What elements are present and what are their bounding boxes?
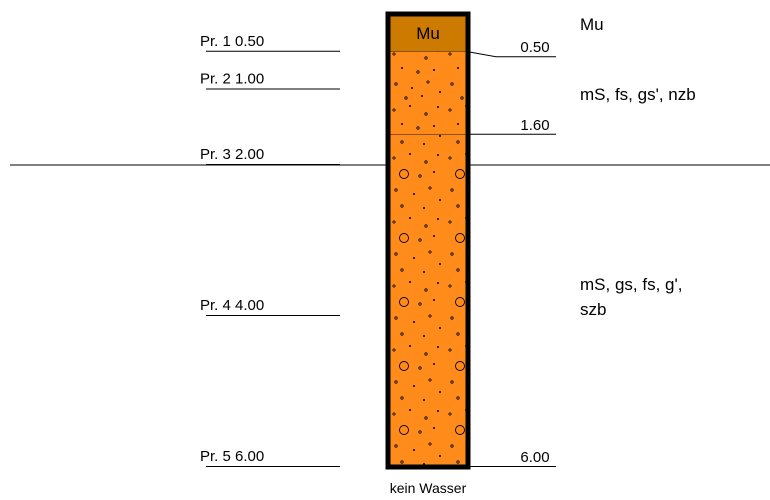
sample-markers: Pr. 1 0.50 Pr. 2 1.00 Pr. 3 2.00 Pr. 4 4.00…	[200, 33, 340, 467]
layer-depth-label-3: 6.00	[520, 449, 549, 466]
sample-label-4: Pr. 4 4.00	[200, 297, 264, 314]
layer-depth-leader-1	[467, 51, 556, 58]
layer-stack: Mu	[388, 14, 468, 468]
layer-1	[388, 14, 468, 52]
layer-3-pattern	[388, 134, 468, 468]
sample-label-5: Pr. 5 6.00	[200, 448, 264, 465]
water-note: kein Wasser	[390, 480, 467, 496]
layer-description-3: mS, gs, fs, g',	[580, 275, 682, 294]
layer-descriptions: Mu mS, fs, gs', nzb mS, gs, fs, g', szb	[580, 15, 696, 319]
layer-depth-label-2: 1.60	[520, 117, 549, 134]
layer-depth-label-1: 0.50	[520, 39, 549, 56]
sample-label-1: Pr. 1 0.50	[200, 33, 264, 50]
borehole-column-frame	[385, 11, 471, 470]
layer-description-2: mS, fs, gs', nzb	[580, 85, 696, 104]
layer-2-pattern	[388, 51, 468, 135]
layer-description-1: Mu	[580, 15, 604, 34]
layer-boundary-markers: 0.50 1.60 6.00	[467, 39, 556, 467]
sample-label-3: Pr. 3 2.00	[200, 146, 264, 163]
layer-code-1: Mu	[416, 24, 440, 43]
layer-description-3: szb	[580, 300, 606, 319]
sample-label-2: Pr. 2 1.00	[200, 71, 264, 88]
